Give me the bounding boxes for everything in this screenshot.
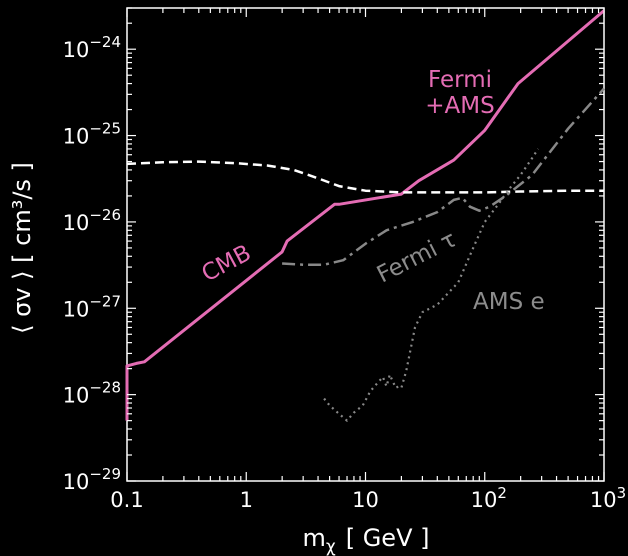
y-tick-label: 10−25 [63,120,121,149]
axis-labels-layer: mχ[ GeV ] ⟨ σv ⟩ [ cm³/s ] [8,162,429,556]
x-tick-label: 0.1 [110,488,143,512]
y-tick-label: 10−29 [63,465,121,494]
x-tick-label: 103 [590,484,626,512]
ams-e-label: AMS e [473,289,545,315]
y-axis-label: ⟨ σv ⟩ [ cm³/s ] [8,162,36,334]
x-tick-label: 10 [352,488,379,512]
x-tick-label: 1 [240,488,253,512]
series-layer [125,9,605,422]
ams-label: +AMS [425,93,494,119]
fermi-label: Fermi [428,67,492,93]
fermi-tau-label: Fermi τ [373,227,461,289]
y-tick-label: 10−24 [63,33,121,62]
y-tick-label: 10−28 [63,379,121,408]
x-tick-label: 102 [471,484,507,512]
y-tick-label: 10−26 [63,206,121,235]
cmb-limit-line [125,9,605,421]
fermi-tau-line [282,87,605,266]
ticks-layer: 0.1 1 10 102 103 10−29 10−28 10−27 10−26 10−25 10−… [63,7,626,512]
thermal-relic-line [126,160,604,194]
x-axis-label: mχ[ GeV ] [303,524,430,556]
y-tick-label: 10−27 [63,292,121,321]
